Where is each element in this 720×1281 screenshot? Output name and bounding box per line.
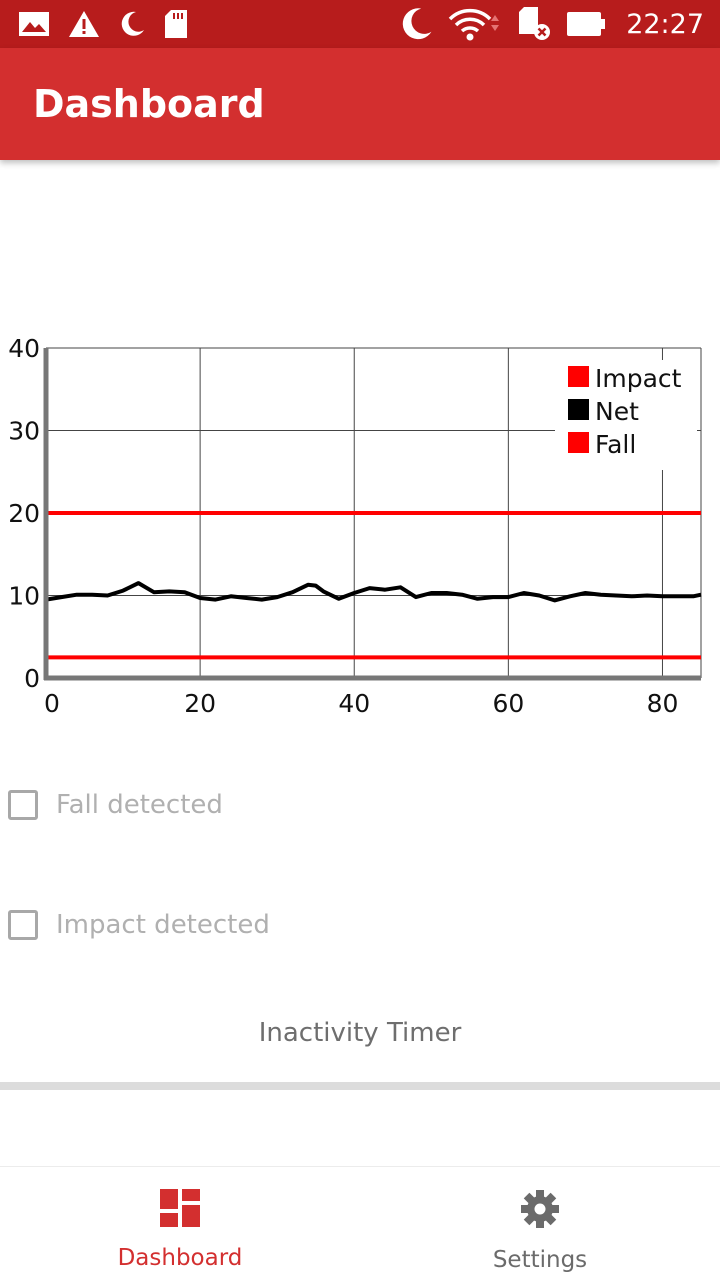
x-tick-label-1: 20 bbox=[184, 689, 216, 718]
y-tick-label-3: 30 bbox=[8, 417, 40, 446]
y-tick-label-0: 0 bbox=[24, 664, 40, 693]
sd-card-icon bbox=[164, 9, 188, 39]
gallery-icon bbox=[18, 11, 50, 37]
legend-label-net: Net bbox=[595, 397, 639, 426]
wifi-icon bbox=[448, 7, 504, 41]
fall-detected-row[interactable]: Fall detected bbox=[8, 785, 223, 825]
fall-detected-checkbox[interactable] bbox=[8, 790, 38, 820]
y-tick-label-2: 20 bbox=[8, 499, 40, 528]
page-title: Dashboard bbox=[33, 82, 265, 126]
sd-card-error-icon bbox=[518, 6, 552, 42]
moon-icon bbox=[398, 6, 434, 42]
inactivity-timer-label: Inactivity Timer bbox=[258, 1018, 462, 1048]
x-tick-label-2: 40 bbox=[338, 689, 370, 718]
moon-icon bbox=[118, 10, 146, 38]
y-tick-label-1: 10 bbox=[8, 582, 40, 611]
warning-icon bbox=[68, 10, 100, 38]
x-tick-label-4: 80 bbox=[647, 689, 679, 718]
y-tick-label-4: 40 bbox=[8, 334, 40, 363]
series-line-net bbox=[45, 581, 702, 603]
chart-svg: 0 20 40 60 80 0 10 20 30 40 Impact Net Fall bbox=[8, 334, 702, 718]
legend-swatch-fall bbox=[568, 432, 589, 453]
nav-settings-label: Settings bbox=[492, 1247, 588, 1273]
legend-swatch-net bbox=[568, 399, 589, 420]
inactivity-progress-bar bbox=[0, 1082, 720, 1090]
legend-label-fall: Fall bbox=[595, 430, 636, 459]
x-tick-label-3: 60 bbox=[492, 689, 524, 718]
chart-legend: Impact Net Fall bbox=[555, 360, 697, 470]
legend-label-impact: Impact bbox=[595, 364, 682, 393]
nav-settings[interactable]: Settings bbox=[360, 1167, 720, 1281]
nav-dashboard-label: Dashboard bbox=[117, 1245, 243, 1271]
status-time: 22:27 bbox=[626, 8, 704, 40]
impact-detected-row[interactable]: Impact detected bbox=[8, 905, 270, 945]
sensor-chart: 0 20 40 60 80 0 10 20 30 40 Impact Net Fall bbox=[0, 330, 720, 730]
legend-swatch-impact bbox=[568, 366, 589, 387]
nav-dashboard[interactable]: Dashboard bbox=[0, 1167, 360, 1281]
fall-detected-label: Fall detected bbox=[56, 790, 223, 820]
bottom-nav: Dashboard Settings bbox=[0, 1166, 720, 1281]
dashboard-icon bbox=[160, 1189, 200, 1231]
app-bar: Dashboard bbox=[0, 48, 720, 160]
x-tick-label-0: 0 bbox=[44, 689, 60, 718]
status-bar: 22:27 bbox=[0, 0, 720, 48]
battery-icon bbox=[566, 11, 606, 37]
impact-detected-label: Impact detected bbox=[56, 910, 270, 940]
impact-detected-checkbox[interactable] bbox=[8, 910, 38, 940]
gear-icon bbox=[520, 1189, 560, 1233]
